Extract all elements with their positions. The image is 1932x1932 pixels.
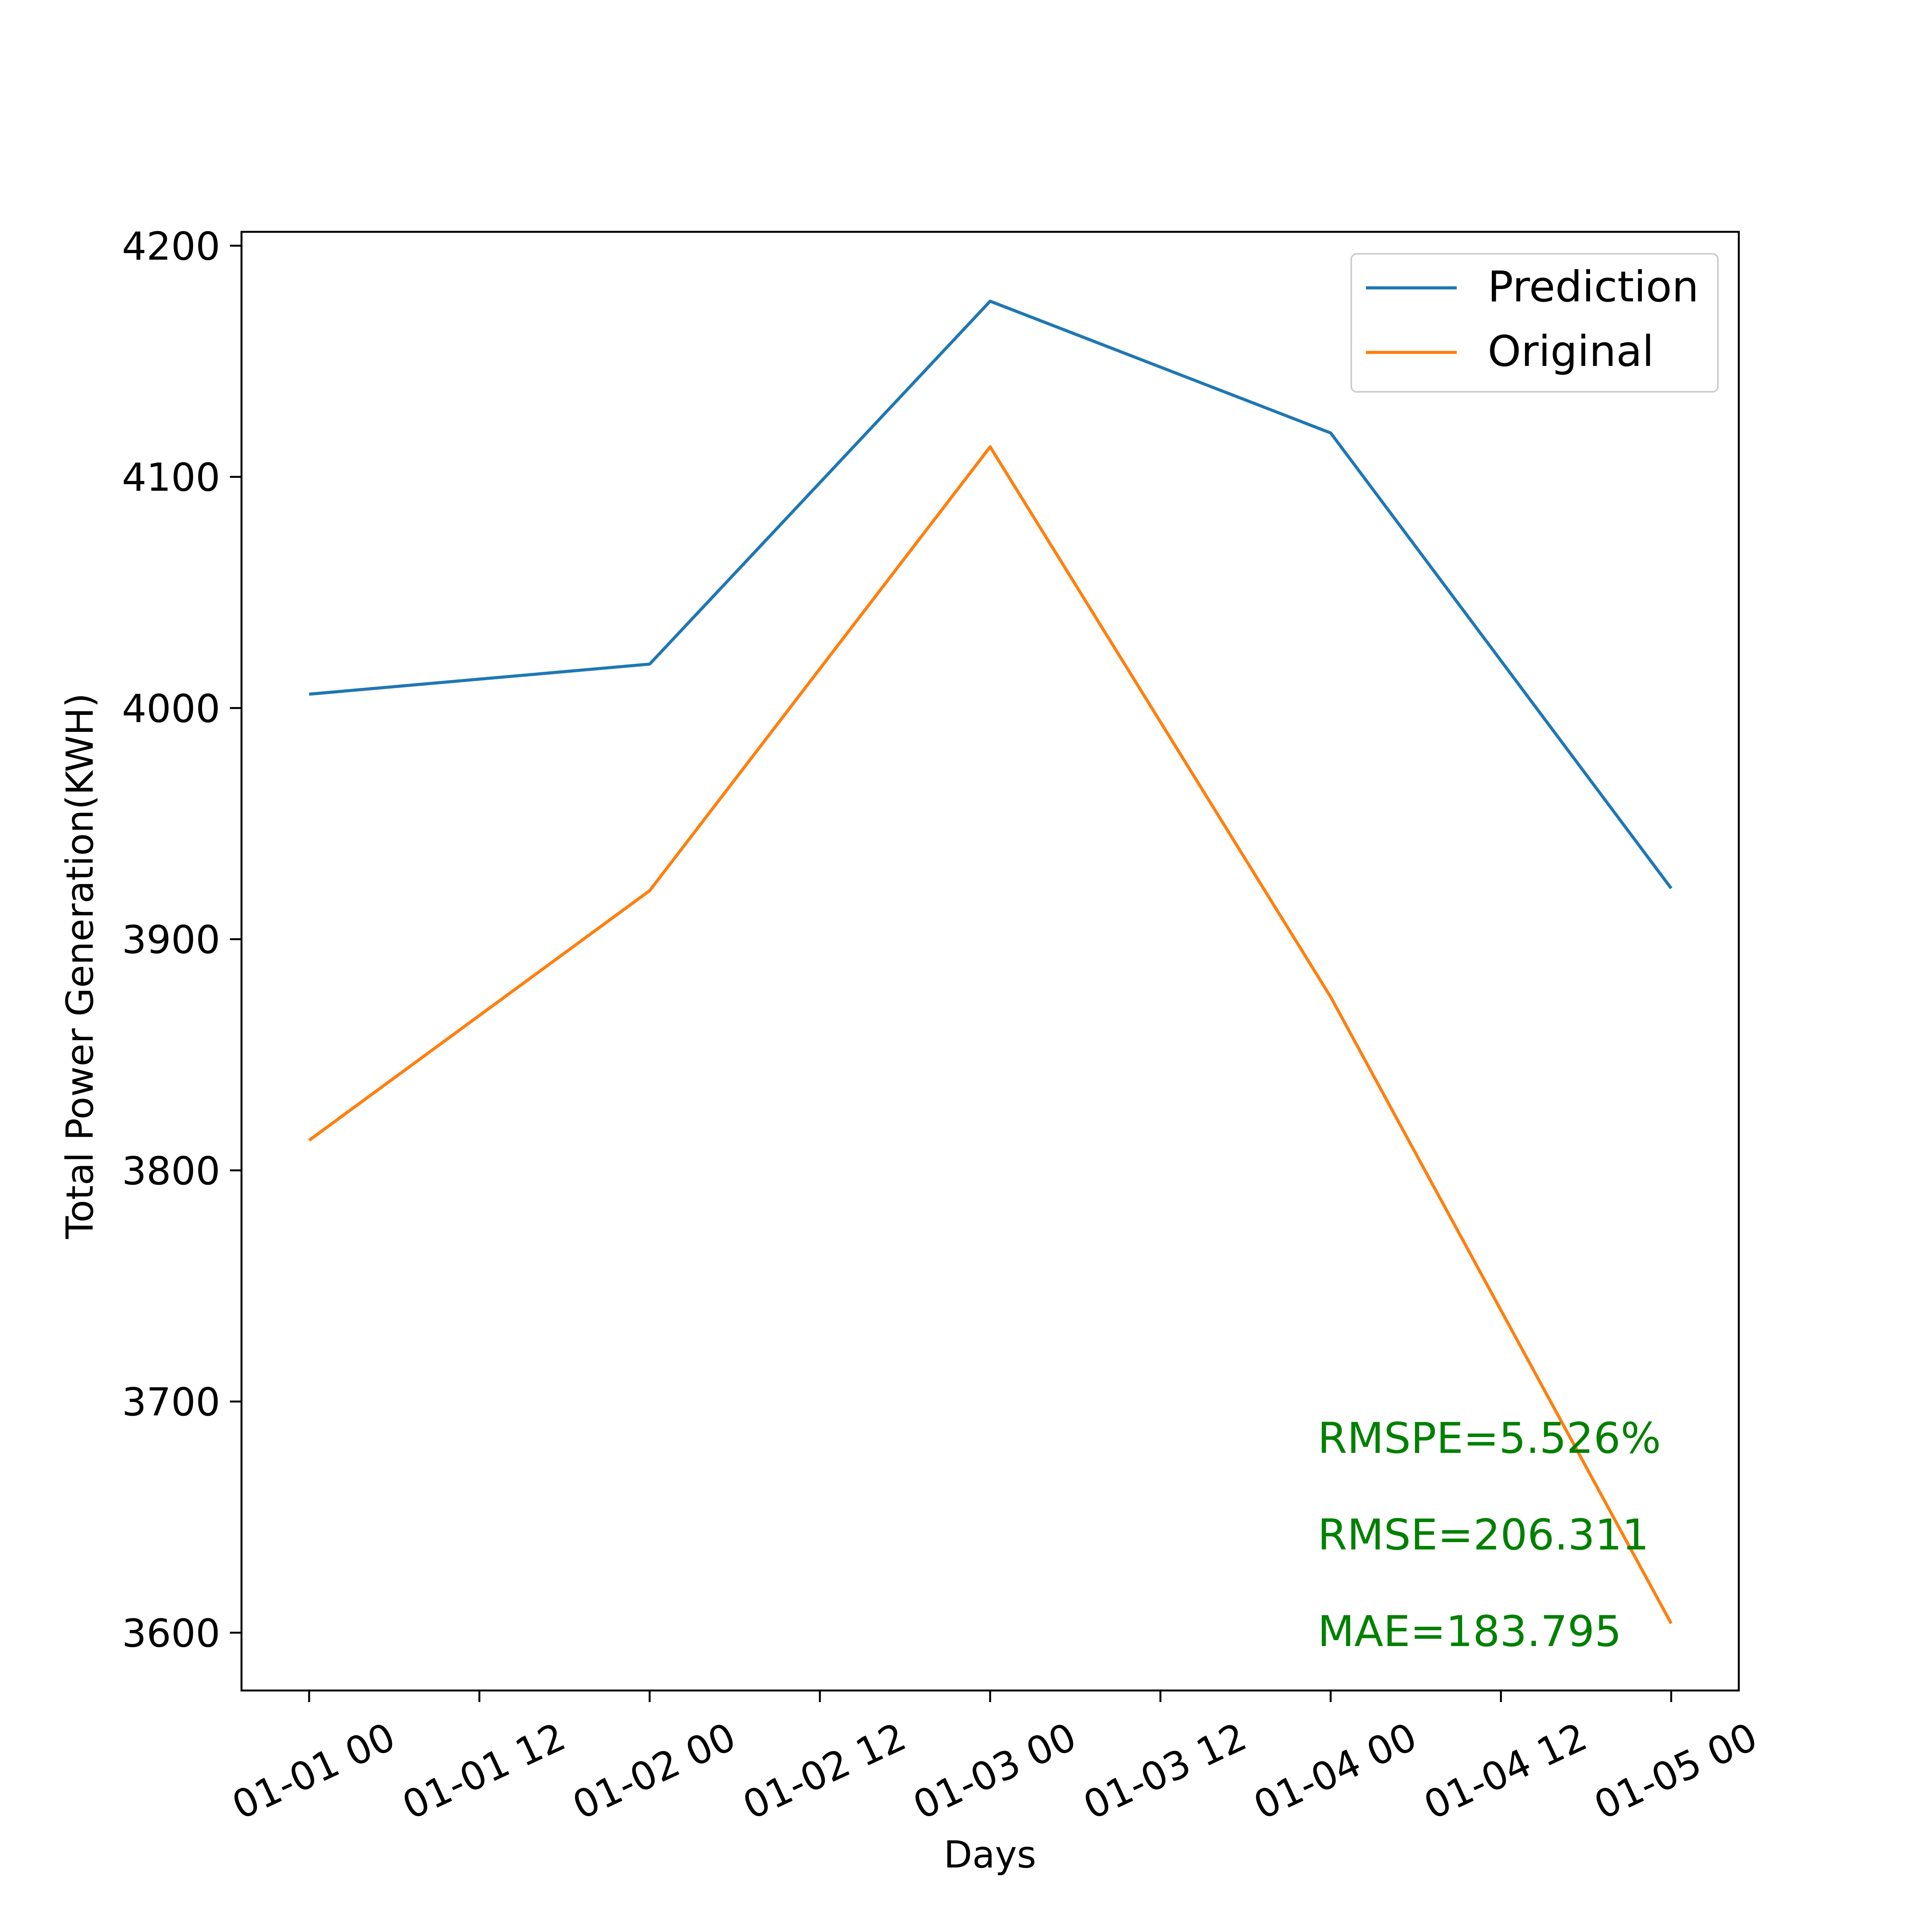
y-axis-ticks: 3600 3700 3800 3900 4000 4100 4200: [122, 224, 242, 1656]
y-tick-label: 3900: [122, 917, 221, 963]
legend: Prediction Original: [1350, 253, 1719, 393]
y-tick-label: 3700: [122, 1379, 221, 1425]
x-axis-label: Days: [944, 1833, 1036, 1876]
series-lines: [308, 299, 1673, 1624]
y-tick-label: 4000: [122, 686, 221, 731]
series-line-prediction: [309, 299, 1673, 889]
legend-label-original: Original: [1488, 327, 1654, 376]
y-tick-label: 4100: [122, 455, 221, 500]
annotation-mae: MAE=183.795: [1318, 1607, 1622, 1656]
annotation-rmse: RMSE=206.311: [1318, 1510, 1649, 1560]
annotation-rmspe: RMSPE=5.526%: [1318, 1413, 1661, 1463]
y-tick-label: 3600: [122, 1611, 221, 1656]
metrics-annotations: RMSPE=5.526% RMSE=206.311 MAE=183.795: [1318, 1413, 1661, 1656]
series-line-original: [308, 445, 1673, 1624]
y-tick-label: 3800: [122, 1148, 221, 1194]
y-axis-label: Total Power Generation(KWH): [58, 693, 102, 1240]
legend-label-prediction: Prediction: [1488, 262, 1699, 311]
y-tick-label: 4200: [122, 224, 221, 269]
